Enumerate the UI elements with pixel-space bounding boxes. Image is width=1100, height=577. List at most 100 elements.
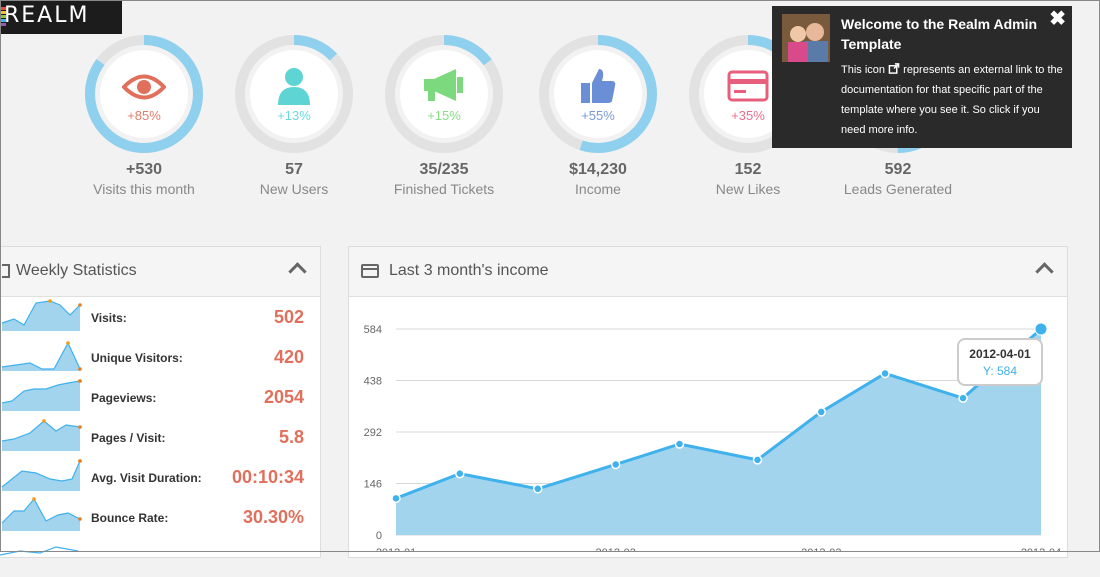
stat-widget[interactable]: +85% +530 Visits this month [69, 34, 219, 204]
welcome-body: This icon represents an external link to… [841, 60, 1066, 140]
logo-stripe [0, 23, 6, 26]
stat-label: Finished Tickets [393, 181, 495, 197]
stat-widget[interactable]: +13% 57 New Users [219, 34, 369, 204]
y-tick-label: 438 [364, 376, 382, 388]
stat-percent: +55% [581, 108, 615, 123]
logo[interactable]: REALM [0, 0, 122, 34]
sparkline [1, 379, 82, 411]
stat-percent: +13% [277, 108, 311, 123]
x-tick-label: 2012-01 [376, 547, 416, 552]
stat-widget[interactable]: +35% 152 New Likes [673, 34, 823, 204]
weekly-stat-row: Unique Visitors: 420 [0, 337, 320, 377]
avatar [782, 14, 830, 62]
income-title: Last 3 month's income [389, 262, 549, 279]
data-point[interactable] [610, 459, 621, 470]
weekly-stat-row-partial [0, 537, 320, 577]
weekly-stat-value: 5.8 [278, 427, 304, 447]
weekly-stat-row: Pages / Visit: 5.8 [0, 417, 320, 457]
chart-tooltip: 2012-04-01 Y: 584 [957, 338, 1043, 386]
calendar-icon [2, 264, 10, 278]
data-point[interactable] [455, 468, 465, 479]
stat-label: Visits this month [93, 181, 195, 197]
weekly-stat-row: Visits: 502 [0, 297, 320, 337]
logo-stripe [0, 19, 6, 22]
sparkline [1, 299, 82, 331]
welcome-popup: Welcome to the Realm Admin Template This… [772, 6, 1072, 148]
weekly-stat-label: Bounce Rate: [91, 511, 169, 525]
stat-label: New Users [259, 181, 329, 197]
weekly-stat-row: Bounce Rate: 30.30% [0, 497, 320, 537]
stat-value: 592 [884, 161, 912, 178]
weekly-statistics-panel: Weekly Statistics Visits: 502 Unique Vis… [0, 246, 321, 558]
data-point[interactable] [958, 393, 968, 403]
credit-card-icon [727, 70, 769, 107]
stat-label: New Likes [715, 181, 781, 197]
sparkline [1, 341, 82, 371]
collapse-chevron-icon[interactable] [1035, 262, 1054, 281]
weekly-stat-label: Avg. Visit Duration: [91, 471, 202, 485]
stat-value: 57 [285, 161, 303, 178]
welcome-body-end: represents an external link to the docum… [841, 64, 1063, 136]
weekly-stat-label: Pages / Visit: [91, 431, 166, 445]
megaphone-icon [422, 67, 466, 108]
weekly-stat-row: Pageviews: 2054 [0, 377, 320, 417]
x-tick-label: 2012-03 [801, 547, 841, 552]
stat-value: +530 [125, 161, 163, 178]
stat-label: Income [575, 181, 621, 197]
logo-text: REALM [4, 3, 90, 28]
stat-widget[interactable]: +15% 35/235 Finished Tickets [369, 34, 519, 204]
external-link-icon [888, 63, 900, 74]
x-tick-label: 2012-02 [596, 547, 636, 552]
data-point[interactable] [816, 407, 827, 417]
welcome-title: Welcome to the Realm Admin Template [841, 16, 1038, 52]
weekly-stat-label: Visits: [91, 311, 127, 325]
stat-percent: +35% [731, 108, 765, 123]
weekly-stat-label: Pageviews: [91, 391, 157, 405]
eye-icon [121, 72, 167, 107]
logo-stripe [0, 7, 6, 10]
thumbs-up-icon [579, 67, 617, 110]
logo-stripe [0, 11, 6, 14]
income-header: Last 3 month's income [349, 247, 1067, 297]
stat-ring [689, 35, 807, 153]
stat-percent: +15% [427, 108, 461, 123]
y-tick-label: 0 [376, 530, 382, 542]
data-point[interactable] [533, 484, 543, 494]
sparkline [1, 459, 82, 491]
logo-stripe [0, 15, 6, 18]
stat-label: Leads Generated [843, 181, 953, 197]
stat-percent: +85% [127, 108, 161, 123]
data-point[interactable] [880, 368, 890, 379]
series-line [395, 327, 1042, 500]
sparkline [0, 546, 79, 556]
chart-tooltip-value: Y: 584 [982, 364, 1018, 378]
weekly-statistics-header: Weekly Statistics [0, 247, 320, 297]
user-icon [276, 67, 312, 110]
weekly-stat-value: 420 [273, 347, 304, 367]
data-point[interactable] [1034, 322, 1048, 336]
weekly-stat-label: Unique Visitors: [91, 351, 183, 365]
stat-ring-wrap [538, 34, 658, 154]
income-chart: 0 146 292 438 584 2012-01 2012-02 2012-03 2012-0… [364, 322, 1061, 552]
close-icon[interactable]: ✖ [1049, 8, 1066, 30]
weekly-statistics-title: Weekly Statistics [16, 262, 137, 279]
stat-value: $14,230 [569, 161, 627, 178]
credit-card-icon [361, 264, 379, 278]
stat-ring-wrap [688, 34, 808, 154]
stat-value: 152 [734, 161, 762, 178]
stat-widget[interactable]: +55% $14,230 Income [523, 34, 673, 204]
y-tick-label: 584 [364, 324, 382, 336]
y-tick-label: 146 [364, 479, 382, 491]
chart-tooltip-date: 2012-04-01 [969, 347, 1031, 361]
x-tick-label: 2012-04 [1021, 547, 1061, 552]
data-point[interactable] [674, 439, 685, 449]
weekly-stat-value: 00:10:34 [231, 467, 304, 487]
weekly-stat-value: 502 [273, 307, 304, 327]
data-point[interactable] [752, 455, 763, 465]
data-point[interactable] [391, 493, 401, 504]
sparkline [1, 497, 82, 531]
stat-value: 35/235 [419, 161, 469, 178]
sparkline [1, 419, 82, 451]
collapse-chevron-icon[interactable] [288, 262, 307, 281]
stat-ring [539, 35, 657, 153]
